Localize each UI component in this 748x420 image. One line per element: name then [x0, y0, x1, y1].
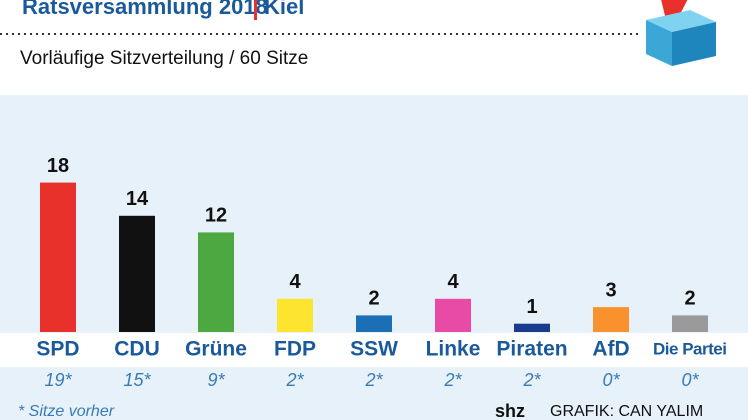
bar: [356, 315, 392, 332]
category-label: Piraten: [496, 338, 567, 361]
previous-seats: 2*: [285, 370, 304, 390]
previous-seats: 2*: [364, 370, 383, 390]
footnote: * Sitze vorher: [18, 403, 115, 420]
previous-seats: 0*: [602, 370, 620, 390]
category-label: CDU: [114, 338, 160, 361]
category-label: AfD: [592, 338, 629, 361]
previous-seats: 9*: [207, 370, 225, 390]
category-label: SSW: [350, 338, 398, 361]
category-label: Grüne: [185, 338, 247, 361]
value-label: 12: [205, 205, 227, 227]
previous-seats: 15*: [123, 370, 151, 390]
category-label: FDP: [274, 338, 316, 361]
previous-seats: 19*: [44, 370, 72, 390]
category-label: Die Partei: [653, 339, 727, 358]
category-label: SPD: [36, 338, 79, 361]
value-label: 2: [684, 288, 695, 310]
bar: [514, 323, 550, 332]
value-label: 2: [368, 288, 379, 310]
chart-title-place: Kiel: [264, 0, 304, 19]
value-label: 1: [526, 296, 537, 318]
bar: [119, 215, 155, 332]
category-band: [0, 333, 748, 367]
bar: [198, 232, 234, 332]
bar: [40, 182, 76, 332]
value-label: 4: [447, 271, 459, 293]
credit: GRAFIK: CAN YALIM: [550, 403, 703, 420]
ballot-box-icon: [646, 0, 716, 66]
value-label: 14: [126, 188, 149, 210]
bar: [593, 307, 629, 332]
previous-seats: 2*: [443, 370, 462, 390]
chart-subtitle: Vorläufige Sitzverteilung / 60 Sitze: [20, 48, 308, 69]
value-label: 3: [605, 279, 616, 301]
bar: [277, 298, 313, 332]
category-label: Linke: [426, 338, 481, 361]
bar: [672, 315, 708, 332]
title-separator: [254, 0, 257, 20]
chart-title: Ratsversammlung 2018: [22, 0, 268, 19]
previous-seats: 2*: [522, 370, 541, 390]
credit-logo: shz: [495, 401, 525, 420]
value-label: 18: [47, 155, 69, 177]
previous-seats: 0*: [681, 370, 699, 390]
value-label: 4: [289, 271, 301, 293]
bar: [435, 298, 471, 332]
